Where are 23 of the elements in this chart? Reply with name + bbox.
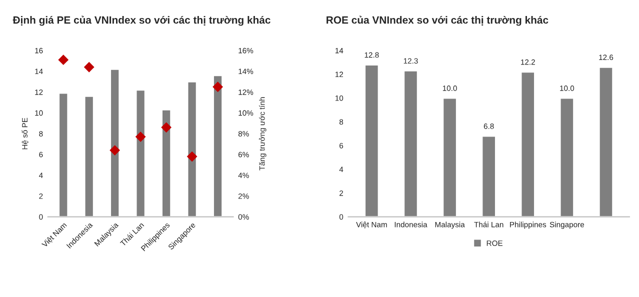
bar	[598, 66, 614, 217]
point	[84, 62, 94, 72]
point	[58, 54, 69, 66]
bar	[559, 97, 574, 217]
bar	[84, 96, 94, 217]
point	[110, 145, 120, 156]
bar	[161, 109, 172, 217]
bar	[442, 97, 458, 217]
bar	[58, 92, 69, 217]
point	[186, 151, 198, 162]
point	[135, 132, 146, 142]
chart-title: Định giá PE của VNIndex so với các thị trường khác	[12, 16, 270, 26]
bar	[520, 71, 536, 217]
bar	[212, 74, 223, 217]
bar	[110, 68, 120, 217]
bar	[481, 135, 496, 217]
bar	[135, 89, 146, 217]
point	[212, 82, 223, 92]
bar	[186, 80, 198, 217]
point	[161, 122, 172, 133]
chart-title: ROE của VNIndex so với các thị trường khác	[326, 16, 548, 26]
bar	[364, 64, 380, 217]
bar	[403, 70, 418, 217]
